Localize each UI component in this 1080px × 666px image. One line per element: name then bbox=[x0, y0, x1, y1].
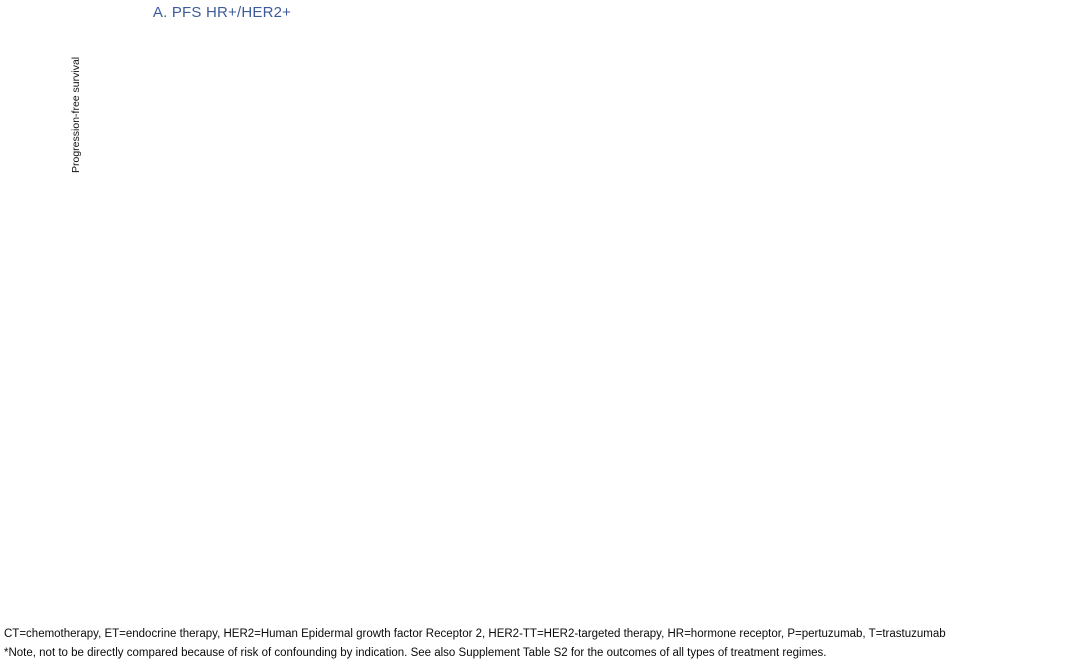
panel-title-A: A. PFS HR+/HER2+ bbox=[152, 4, 292, 21]
footnote-note: *Note, not to be directly compared becau… bbox=[4, 647, 827, 659]
y-axis-label: Progression-free survival bbox=[70, 56, 82, 174]
km-panel-A: A. PFS HR+/HER2+ Progression-free surviva… bbox=[0, 0, 540, 318]
footnote-abbreviations: CT=chemotherapy, ET=endocrine therapy, H… bbox=[4, 628, 946, 640]
